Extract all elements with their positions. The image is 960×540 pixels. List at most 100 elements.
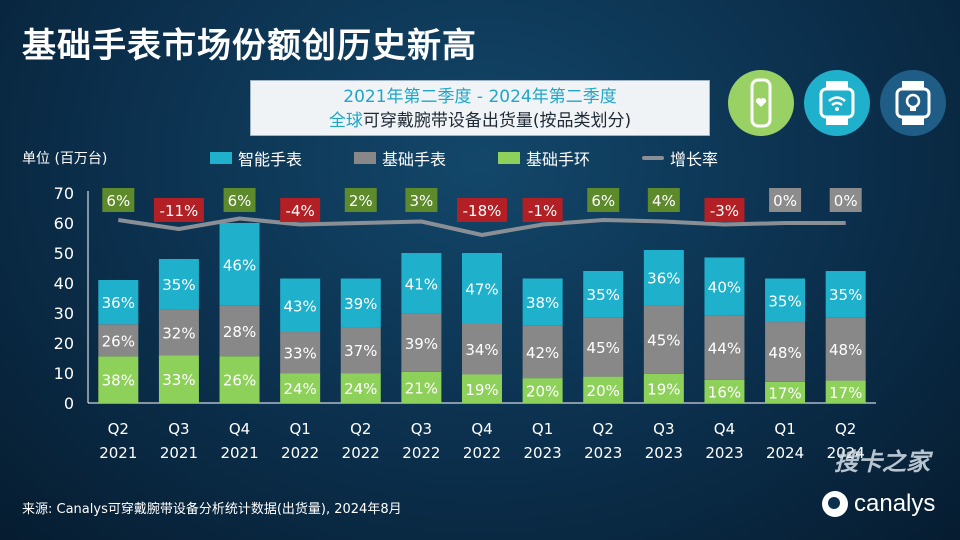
bar-segment [643, 305, 684, 374]
x-tick-label: 2022 [402, 444, 440, 462]
fitness-band-icon [728, 70, 794, 136]
x-tick-label: 2023 [524, 444, 562, 462]
growth-label-box [102, 188, 135, 212]
growth-label-box [223, 188, 256, 212]
y-tick-label: 40 [54, 274, 74, 293]
growth-label-box [280, 198, 321, 222]
x-tick-label: 2023 [705, 444, 743, 462]
subtitle-highlight: 全球 [328, 111, 363, 131]
x-tick-label: 2021 [99, 444, 137, 462]
growth-label-box [457, 198, 507, 222]
x-tick-label: Q1 [289, 420, 310, 438]
growth-label: 3% [409, 192, 433, 210]
legend-item-smartwatch: 智能手表 [210, 146, 302, 170]
bar-segment [401, 313, 442, 372]
canalys-logo: canalys [822, 490, 935, 518]
data-label: 26% [223, 372, 256, 390]
bar-segment [98, 356, 139, 403]
x-tick-label: Q4 [471, 420, 492, 438]
legend-label: 智能手表 [238, 150, 303, 169]
data-label: 48% [768, 344, 801, 362]
data-label: 35% [587, 286, 620, 304]
data-label: 48% [829, 341, 862, 359]
legend-swatch [354, 152, 376, 164]
data-label: 17% [768, 384, 801, 402]
bar-segment [158, 259, 199, 310]
bar-segment [583, 317, 624, 377]
bar-segment [704, 257, 745, 316]
growth-label-box [704, 198, 745, 222]
watermark: 搜卡之家 [834, 448, 930, 476]
data-label: 35% [162, 276, 195, 294]
data-label: 39% [405, 335, 438, 353]
y-tick-label: 30 [54, 304, 74, 323]
x-tick-label: Q1 [774, 420, 795, 438]
data-label: 43% [283, 297, 316, 315]
legend-label: 基础手表 [382, 150, 447, 169]
basic-watch-icon [804, 70, 870, 136]
data-label: 24% [344, 380, 377, 398]
bar-segment [765, 381, 806, 403]
data-label: 35% [829, 286, 862, 304]
growth-label: 6% [228, 192, 252, 210]
y-tick-label: 0 [64, 394, 74, 413]
legend-item-basic-watch: 基础手表 [354, 146, 446, 170]
data-label: 21% [405, 379, 438, 397]
x-tick-label: Q3 [411, 420, 432, 438]
growth-label-box [405, 188, 438, 212]
data-label: 17% [829, 384, 862, 402]
bar-segment [401, 253, 442, 314]
y-tick-label: 70 [54, 184, 74, 203]
data-label: 33% [283, 345, 316, 363]
smartwatch-icon [880, 70, 946, 136]
legend-label: 增长率 [670, 150, 719, 169]
data-label: 38% [102, 372, 135, 390]
x-tick-label: 2024 [766, 444, 804, 462]
growth-label-box [522, 198, 563, 222]
data-label: 37% [344, 342, 377, 360]
growth-label: -4% [286, 202, 315, 220]
growth-label: -11% [160, 202, 199, 220]
growth-label: -3% [710, 202, 739, 220]
bar-segment [643, 250, 684, 306]
growth-label-box [769, 188, 802, 212]
data-label: 34% [465, 341, 498, 359]
data-label: 28% [223, 323, 256, 341]
bar-segment [765, 322, 806, 382]
data-label: 19% [647, 380, 680, 398]
bar-segment [643, 373, 684, 403]
bar-segment [219, 223, 260, 306]
bar-segment [522, 378, 563, 403]
x-tick-label: Q1 [532, 420, 553, 438]
unit-label: 单位 (百万台) [22, 151, 108, 167]
growth-label: 0% [773, 192, 797, 210]
subtitle-box: 2021年第二季度 - 2024年第二季度 全球可穿戴腕带设备出货量(按品类划分… [250, 80, 710, 136]
bar-segment [825, 380, 866, 403]
bar-segment [704, 379, 745, 403]
legend-item-basic-band: 基础手环 [498, 146, 590, 170]
growth-label-box [647, 188, 680, 212]
data-label: 39% [344, 295, 377, 313]
growth-label: 4% [652, 192, 676, 210]
bar-segment [280, 278, 321, 333]
y-tick-label: 60 [54, 214, 74, 233]
data-label: 33% [162, 371, 195, 389]
growth-label: 2% [349, 192, 373, 210]
x-tick-label: 2023 [584, 444, 622, 462]
page-title: 基础手表市场份额创历史新高 [22, 26, 477, 66]
x-tick-label: Q2 [593, 420, 614, 438]
bar-segment [340, 278, 381, 328]
x-tick-label: Q3 [653, 420, 674, 438]
logo-mark-icon [822, 491, 848, 517]
legend-line-swatch [642, 156, 664, 160]
data-label: 36% [647, 270, 680, 288]
logo-text: canalys [854, 490, 936, 517]
data-label: 35% [768, 292, 801, 310]
x-tick-label: 2022 [281, 444, 319, 462]
subtitle-rest: 可穿戴腕带设备出货量(按品类划分) [362, 111, 632, 131]
data-label: 20% [526, 383, 559, 401]
source-note: 来源: Canalys可穿戴腕带设备分析统计数据(出货量), 2024年8月 [22, 502, 402, 517]
x-tick-label: 2024 [827, 444, 865, 462]
data-label: 40% [708, 279, 741, 297]
